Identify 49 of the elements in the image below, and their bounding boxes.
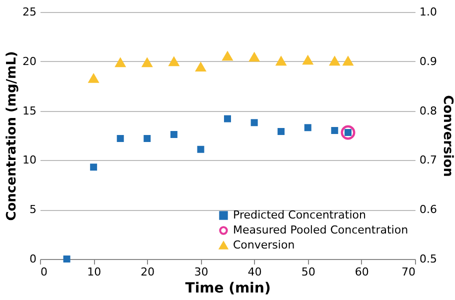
point xyxy=(304,124,312,132)
y-tick-label: 5 xyxy=(30,203,36,216)
point xyxy=(168,56,180,66)
point xyxy=(329,56,340,66)
point xyxy=(116,134,124,142)
y2-tick-label: 0.9 xyxy=(420,54,437,68)
point xyxy=(222,51,233,61)
x-tick-label: 10 xyxy=(87,266,102,278)
point xyxy=(144,134,151,142)
point xyxy=(63,256,70,262)
point xyxy=(340,125,356,140)
y-tick-label: 15 xyxy=(22,104,36,118)
point xyxy=(197,146,204,153)
x-tick-label: 40 xyxy=(248,266,262,278)
point xyxy=(331,127,338,134)
legend-label: Conversion xyxy=(233,238,295,252)
legend-label: Measured Pooled Concentration xyxy=(233,224,408,236)
y2-tick-label: 0.6 xyxy=(420,203,437,216)
y2-tick-label: 0.5 xyxy=(420,252,437,266)
x-tick-label: 0 xyxy=(40,266,48,278)
y-tick-label: 0 xyxy=(30,252,36,266)
point xyxy=(248,52,260,62)
y2-axis-title: Conversion xyxy=(440,95,455,177)
x-tick-label: 70 xyxy=(402,266,416,278)
point xyxy=(88,73,99,83)
point xyxy=(114,58,126,68)
point xyxy=(195,62,206,72)
y-axis-title: Concentration (mg/mL) xyxy=(4,51,20,221)
point xyxy=(90,164,98,171)
y2-tick-label: 0.7 xyxy=(420,154,437,167)
x-tick-label: 60 xyxy=(354,266,369,278)
y-tick-label: 10 xyxy=(22,154,36,167)
point xyxy=(142,58,153,68)
y2-tick-label: 0.8 xyxy=(420,104,437,118)
point xyxy=(276,56,286,66)
x-tick-label: 50 xyxy=(301,266,316,278)
point xyxy=(224,115,231,122)
point xyxy=(342,56,354,66)
x-tick-label: 30 xyxy=(194,266,208,278)
point xyxy=(250,119,258,126)
y-tick-label: 20 xyxy=(22,54,36,68)
point xyxy=(170,131,178,138)
y2-tick-label: 1.0 xyxy=(420,6,437,18)
y-tick-label: 25 xyxy=(22,6,36,18)
point xyxy=(302,55,314,65)
legend-label: Predicted Concentration xyxy=(233,208,366,222)
x-axis-title: Time (min) xyxy=(185,280,271,296)
x-tick-label: 20 xyxy=(140,266,155,278)
point xyxy=(278,128,285,136)
